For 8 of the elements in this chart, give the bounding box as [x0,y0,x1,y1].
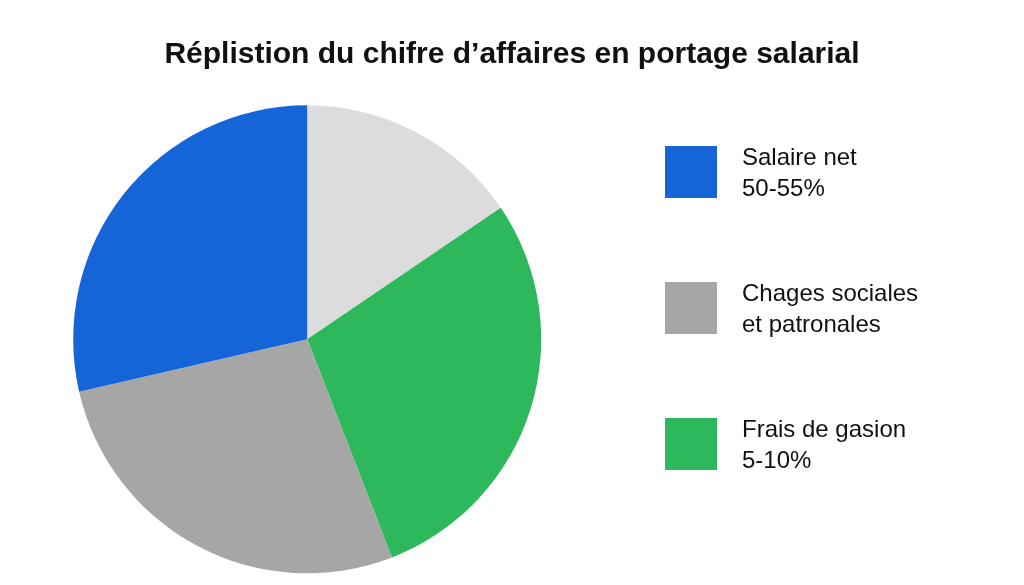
pie-slice [79,339,392,574]
legend-label: Chages sociales et patronales [742,279,919,338]
pie-slice [307,207,541,558]
chart-title: Réplistion du chifre d’affaires en portage salarial [164,35,860,69]
legend-label: Salaire net 50-55% [742,143,858,202]
pie-slice [307,105,501,340]
pie-slice [73,105,308,392]
legend-label: Frais de gasion 5-10% [742,415,907,474]
